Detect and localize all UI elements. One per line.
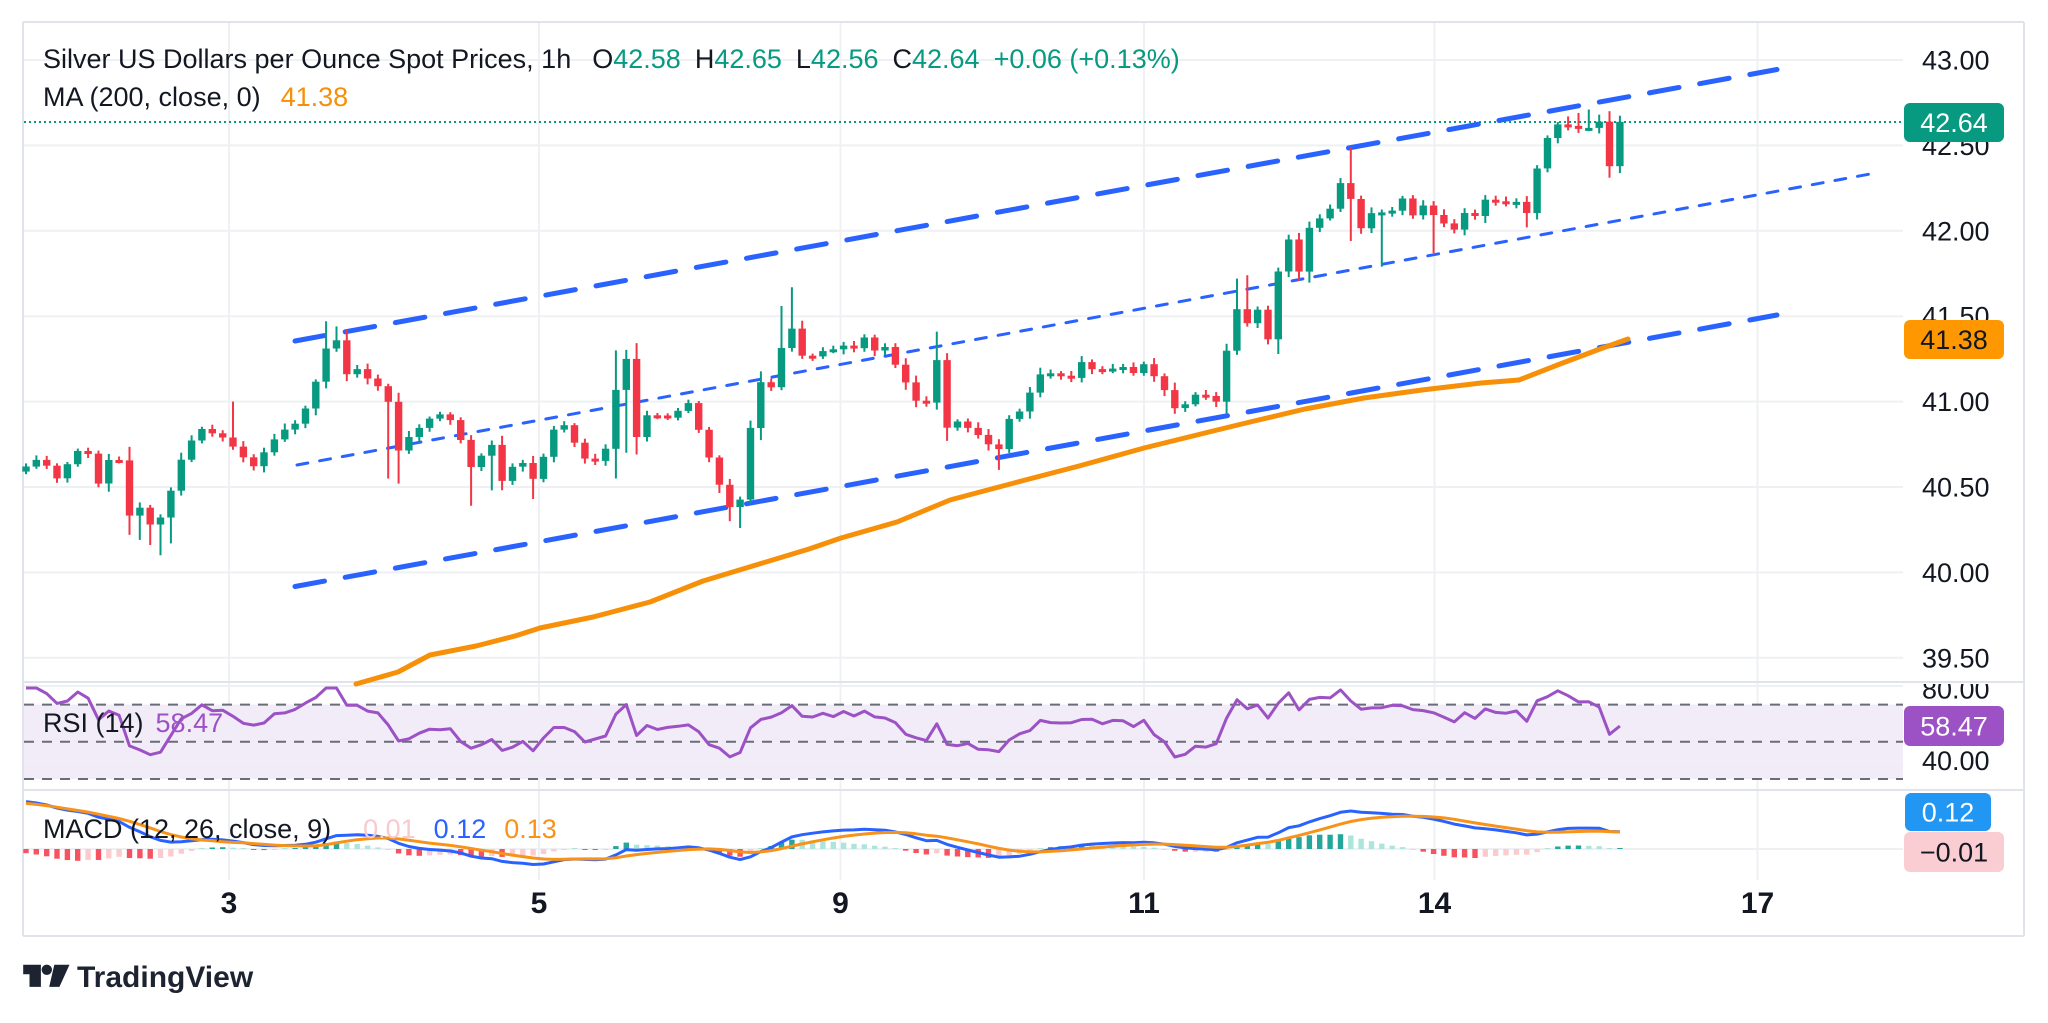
svg-text:0.12: 0.12	[1922, 798, 1975, 828]
svg-text:58.47: 58.47	[1920, 712, 1988, 742]
svg-text:11: 11	[1128, 887, 1160, 920]
svg-text:MACD (12, 26, close, 9)0.010.1: MACD (12, 26, close, 9) 0.01 0.12 0.13	[43, 814, 557, 844]
svg-text:41.00: 41.00	[1922, 387, 1990, 417]
svg-text:9: 9	[832, 887, 849, 920]
svg-text:42.00: 42.00	[1922, 216, 1990, 246]
svg-text:42.64: 42.64	[1920, 108, 1988, 138]
svg-text:80.00: 80.00	[1922, 675, 1990, 705]
svg-text:3: 3	[221, 887, 238, 920]
svg-text:5: 5	[531, 887, 548, 920]
svg-text:RSI (14)58.47: RSI (14) 58.47	[43, 708, 223, 738]
svg-text:TradingView: TradingView	[77, 961, 254, 994]
svg-text:39.50: 39.50	[1922, 643, 1990, 673]
svg-text:40.00: 40.00	[1922, 746, 1990, 776]
svg-text:Silver US Dollars per Ounce Sp: Silver US Dollars per Ounce Spot Prices,…	[43, 44, 1180, 74]
svg-text:41.38: 41.38	[1920, 325, 1988, 355]
svg-text:14: 14	[1418, 887, 1452, 920]
svg-text:17: 17	[1741, 887, 1774, 920]
svg-text:−0.01: −0.01	[1920, 838, 1988, 868]
svg-text:MA (200, close, 0)41.38: MA (200, close, 0) 41.38	[43, 82, 348, 112]
svg-text:40.50: 40.50	[1922, 473, 1990, 503]
svg-text:43.00: 43.00	[1922, 46, 1990, 76]
svg-text:40.00: 40.00	[1922, 558, 1990, 588]
